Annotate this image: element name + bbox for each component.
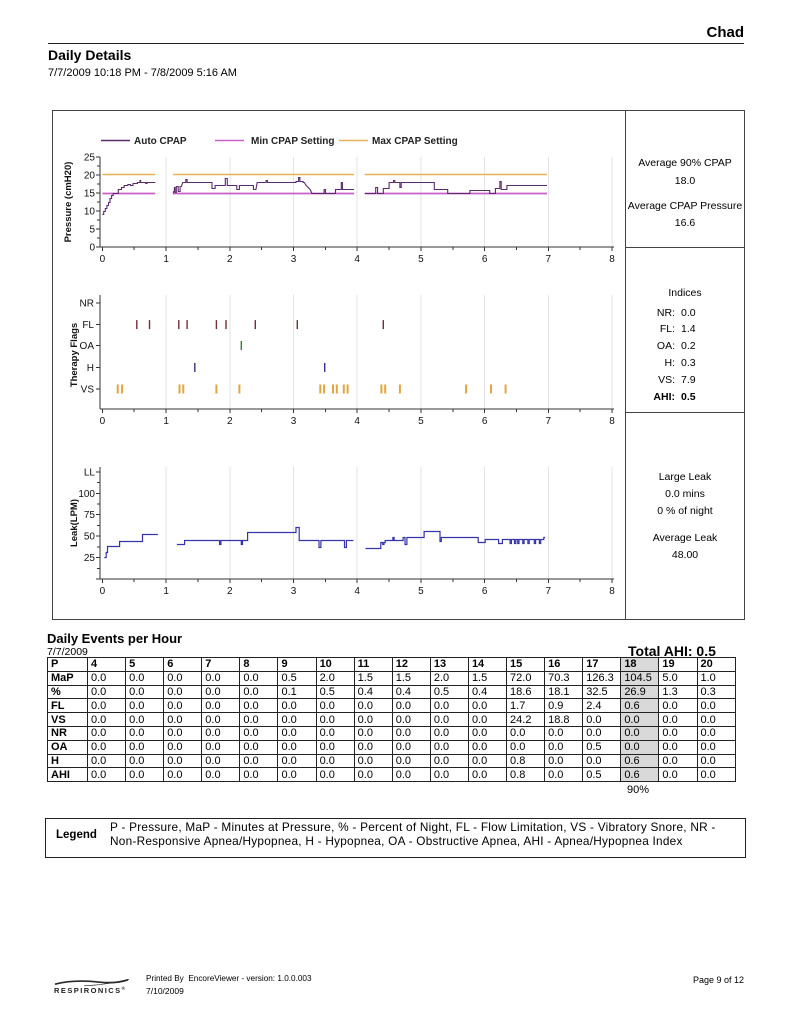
svg-text:0: 0 xyxy=(100,416,106,427)
svg-text:5: 5 xyxy=(418,586,424,597)
svg-text:7: 7 xyxy=(546,586,552,597)
svg-text:Therapy Flags: Therapy Flags xyxy=(69,323,80,387)
svg-text:Leak(LPM): Leak(LPM) xyxy=(69,499,80,547)
svg-text:Max CPAP Setting: Max CPAP Setting xyxy=(372,136,458,147)
svg-text:10: 10 xyxy=(84,207,96,218)
svg-text:NR: NR xyxy=(80,299,94,310)
svg-text:0: 0 xyxy=(100,586,106,597)
svg-text:7: 7 xyxy=(546,254,552,265)
svg-text:1: 1 xyxy=(163,586,169,597)
svg-text:LL: LL xyxy=(84,467,96,478)
svg-text:0: 0 xyxy=(89,243,95,254)
svg-text:1: 1 xyxy=(163,416,169,427)
svg-text:20: 20 xyxy=(84,171,96,182)
svg-text:FL: FL xyxy=(82,320,94,331)
svg-text:25: 25 xyxy=(84,153,96,164)
svg-text:4: 4 xyxy=(354,254,360,265)
svg-text:0: 0 xyxy=(100,254,106,265)
svg-text:8: 8 xyxy=(609,586,615,597)
svg-text:5: 5 xyxy=(89,225,95,236)
svg-text:7: 7 xyxy=(546,416,552,427)
svg-text:2: 2 xyxy=(227,416,233,427)
svg-text:6: 6 xyxy=(482,254,488,265)
svg-text:4: 4 xyxy=(354,416,360,427)
svg-text:2: 2 xyxy=(227,254,233,265)
svg-text:100: 100 xyxy=(78,489,95,500)
svg-text:5: 5 xyxy=(418,416,424,427)
svg-text:3: 3 xyxy=(291,586,297,597)
svg-text:6: 6 xyxy=(482,416,488,427)
svg-text:15: 15 xyxy=(84,189,96,200)
svg-text:1: 1 xyxy=(163,254,169,265)
svg-text:50: 50 xyxy=(84,532,96,543)
svg-text:8: 8 xyxy=(609,416,615,427)
svg-text:Min CPAP Setting: Min CPAP Setting xyxy=(251,136,335,147)
svg-text:3: 3 xyxy=(291,254,297,265)
svg-text:8: 8 xyxy=(609,254,615,265)
svg-text:6: 6 xyxy=(482,586,488,597)
svg-text:H: H xyxy=(87,363,94,374)
svg-text:VS: VS xyxy=(81,385,95,396)
svg-text:5: 5 xyxy=(418,254,424,265)
svg-text:4: 4 xyxy=(354,586,360,597)
svg-text:3: 3 xyxy=(291,416,297,427)
svg-text:OA: OA xyxy=(80,341,95,352)
svg-text:2: 2 xyxy=(227,586,233,597)
svg-text:25: 25 xyxy=(84,553,96,564)
svg-text:Pressure (cmH20): Pressure (cmH20) xyxy=(63,162,74,243)
svg-text:Auto CPAP: Auto CPAP xyxy=(134,136,187,147)
svg-text:75: 75 xyxy=(84,510,96,521)
